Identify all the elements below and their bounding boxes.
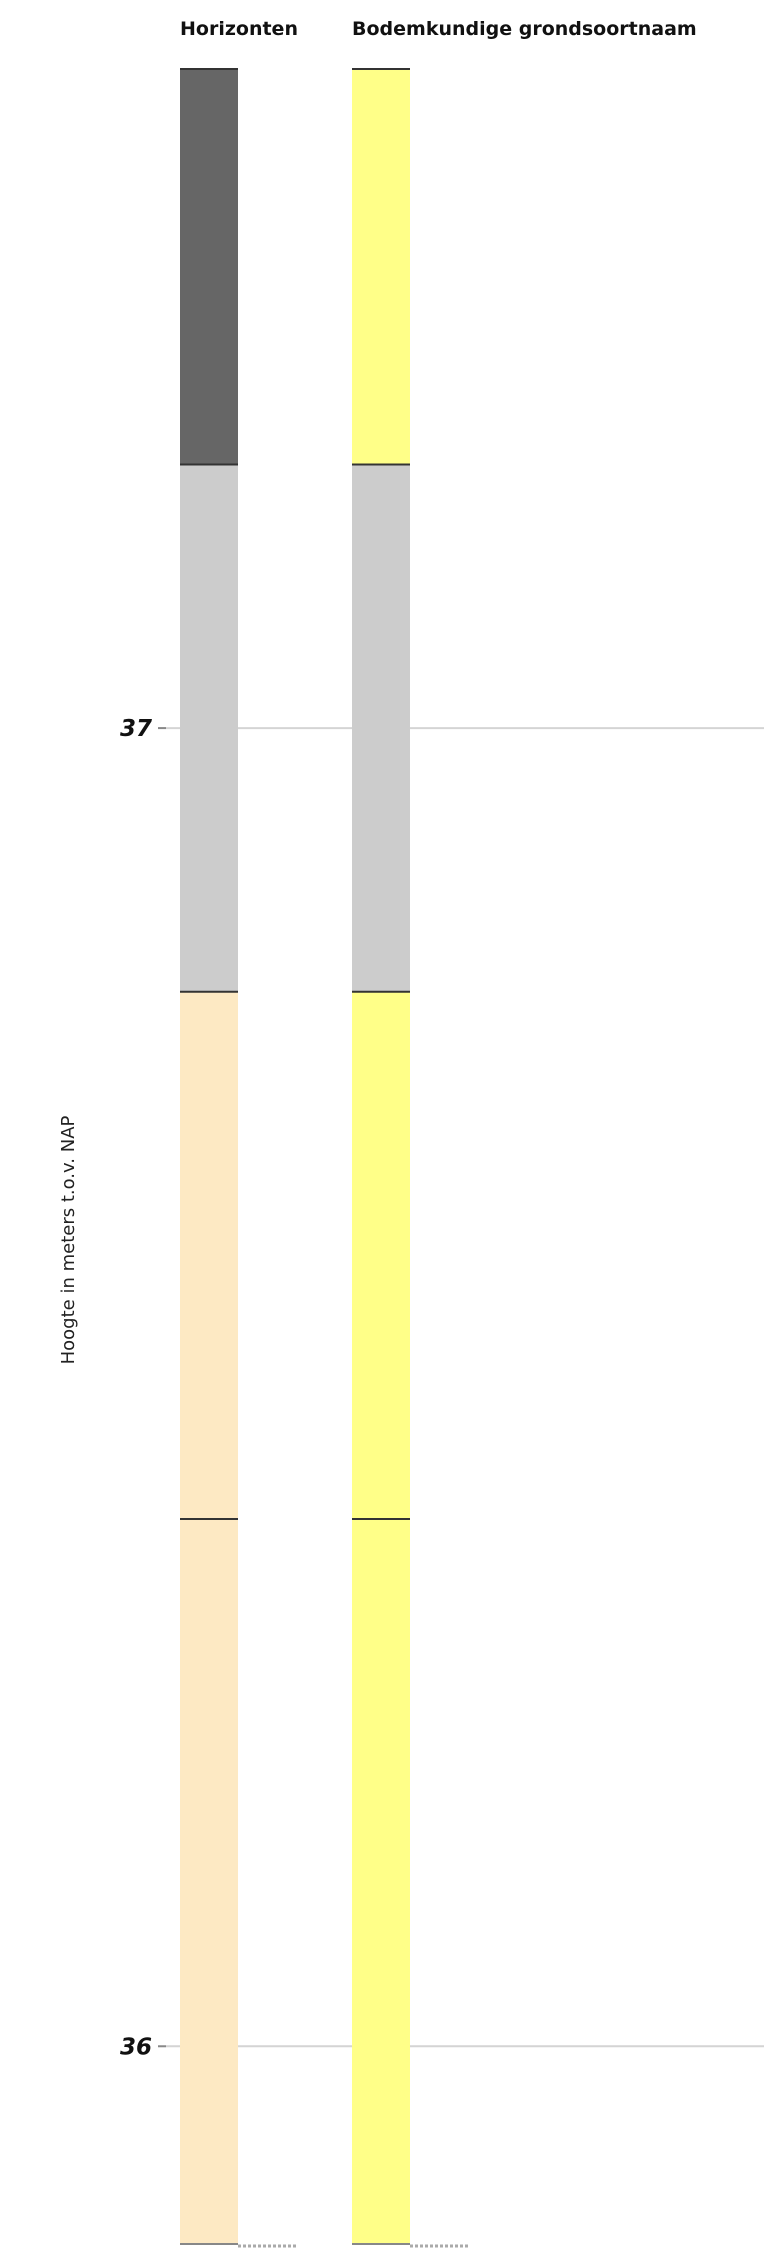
column-1 [352, 68, 470, 2248]
layer-0-1 [180, 464, 238, 992]
column-0 [180, 68, 298, 2248]
y-axis-ticks: 37 36 [120, 716, 166, 2060]
column-header-bodemkundige-grondsoortnaam: Bodemkundige grondsoortnaam [352, 18, 697, 40]
layer-0-2 [180, 991, 238, 1519]
layer-1-3 [352, 1519, 410, 2244]
layer-1-1 [352, 464, 410, 992]
soil-columns [180, 68, 470, 2248]
y-tick-label-36: 36 [120, 2034, 152, 2060]
layer-0-0 [180, 69, 238, 465]
y-tick-label-37: 37 [120, 716, 152, 742]
y-axis-label: Hoogte in meters t.o.v. NAP [58, 1115, 79, 1364]
column-header-horizonten: Horizonten [180, 18, 298, 40]
layer-1-2 [352, 991, 410, 1519]
layer-0-3 [180, 1519, 238, 2244]
gridlines [166, 727, 764, 2048]
layer-1-0 [352, 69, 410, 465]
